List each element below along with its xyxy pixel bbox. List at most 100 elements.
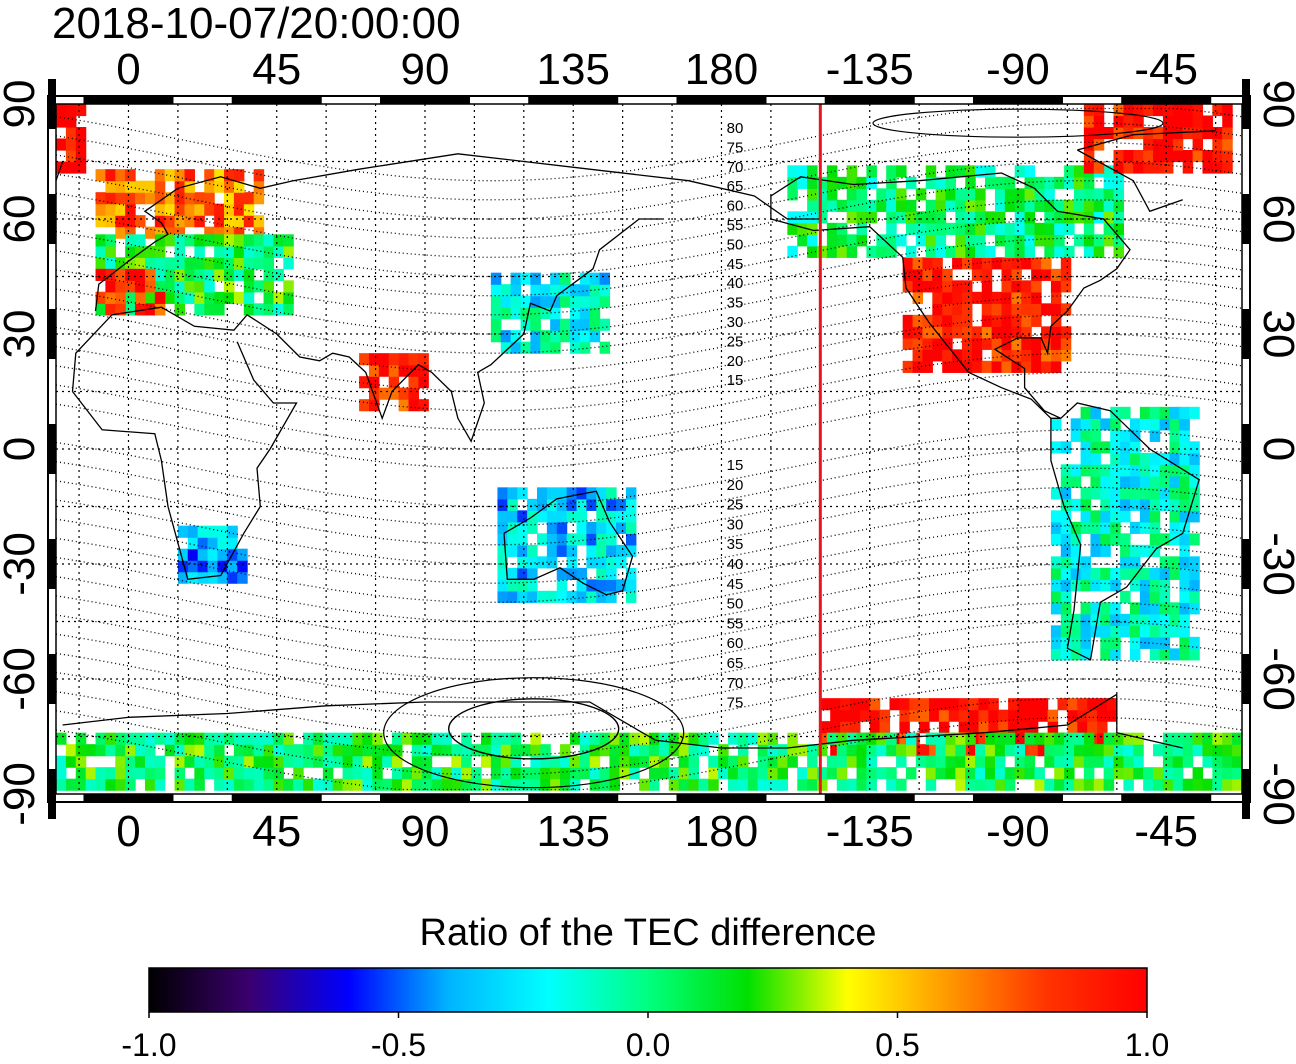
tec-cell (536, 533, 548, 546)
tec-cell (586, 498, 597, 511)
tec-cell (1182, 744, 1194, 757)
tec-cell (187, 537, 199, 550)
tec-cell (942, 360, 953, 373)
tec-cell (905, 767, 917, 780)
tec-cell (550, 295, 561, 308)
tec-cell (859, 709, 871, 722)
tec-cell (985, 211, 996, 224)
tec-cell (184, 755, 195, 768)
tec-cell (1060, 521, 1072, 534)
tec-cell (1129, 556, 1141, 569)
tec-cell (668, 744, 680, 757)
tec-cell (214, 245, 225, 258)
tec-cell (125, 755, 136, 768)
tec-cell (830, 709, 841, 722)
tec-cell (115, 767, 126, 780)
tec-cell (490, 732, 502, 745)
tec-cell (214, 169, 225, 182)
tec-cell (1133, 161, 1144, 174)
left-lat-label: 60 (0, 195, 44, 244)
tec-cell (1182, 732, 1194, 745)
tec-cell (556, 533, 568, 546)
tec-cell (1113, 150, 1124, 163)
tec-cell (1021, 314, 1032, 327)
tec-cell (606, 590, 617, 603)
contour-label: 50 (727, 596, 744, 613)
tec-cell (616, 579, 627, 592)
tec-cell (912, 349, 924, 362)
tec-cell (935, 744, 947, 757)
tec-cell (1133, 127, 1144, 140)
tec-cell (283, 778, 294, 791)
tec-cell (658, 732, 670, 745)
tec-cell (797, 744, 808, 757)
tec-cell (194, 268, 205, 281)
tec-cell (194, 732, 205, 745)
frame-tick-bar (379, 794, 470, 802)
tec-cell (224, 234, 235, 247)
tec-cell (826, 732, 838, 745)
tec-cell (536, 487, 548, 500)
tec-cell (975, 211, 986, 224)
tec-cell (214, 303, 225, 316)
tec-cell (1159, 602, 1171, 615)
tec-cell (490, 330, 502, 343)
tec-cell (322, 778, 334, 791)
tec-cell (204, 203, 215, 216)
tec-cell (154, 268, 166, 281)
tec-cell (1064, 176, 1075, 189)
tec-cell (658, 755, 670, 768)
tec-cell (955, 234, 966, 247)
tec-cell (1080, 521, 1092, 534)
lat-lon-grid (56, 104, 1242, 794)
tec-cell (135, 291, 146, 304)
contour-label: 20 (727, 353, 744, 370)
tec-cell (1097, 721, 1108, 734)
tec-cell (1021, 326, 1032, 339)
tec-region (56, 732, 1242, 791)
tec-cell (1129, 613, 1141, 626)
tec-cell (1149, 567, 1161, 580)
tec-cell (233, 203, 245, 216)
tec-cell (283, 280, 294, 293)
tec-cell (1017, 732, 1029, 745)
tec-cell (1182, 161, 1194, 174)
tec-cell (1034, 732, 1045, 745)
tec-cell (905, 732, 917, 745)
tec-cell (985, 767, 996, 780)
tec-region (95, 169, 265, 239)
tec-cell (115, 268, 126, 281)
top-lon-label: 135 (537, 45, 610, 94)
tec-cell (520, 767, 531, 780)
frame-tick-bar (231, 96, 322, 104)
tec-cell (154, 291, 166, 304)
tec-cell (283, 234, 294, 247)
south-pole-contour (383, 677, 685, 789)
tec-cell (184, 291, 195, 304)
tec-cell (550, 272, 561, 285)
tec-cell (639, 732, 650, 745)
tec-cell (1004, 222, 1016, 235)
tec-cell (224, 257, 235, 270)
tec-cell (224, 245, 235, 258)
tec-cell (1202, 115, 1213, 128)
tec-cell (263, 732, 275, 745)
tec-cell (846, 199, 858, 212)
tec-cell (952, 291, 963, 304)
tec-cell (85, 744, 97, 757)
tec-cell (520, 307, 531, 320)
tec-cell (204, 744, 215, 757)
tec-cell (925, 778, 937, 791)
tec-cell (945, 176, 956, 189)
tec-cell (1110, 475, 1121, 488)
tec-cell (1001, 268, 1012, 281)
tec-cell (105, 732, 116, 745)
tec-cell (1159, 475, 1171, 488)
frame-tick-bar (1121, 96, 1212, 104)
tec-cell (1149, 579, 1161, 592)
tec-cell (174, 180, 186, 193)
tec-cell (1080, 464, 1092, 477)
tec-cell (876, 188, 887, 201)
tec-cell (955, 778, 966, 791)
tec-cell (530, 341, 541, 354)
